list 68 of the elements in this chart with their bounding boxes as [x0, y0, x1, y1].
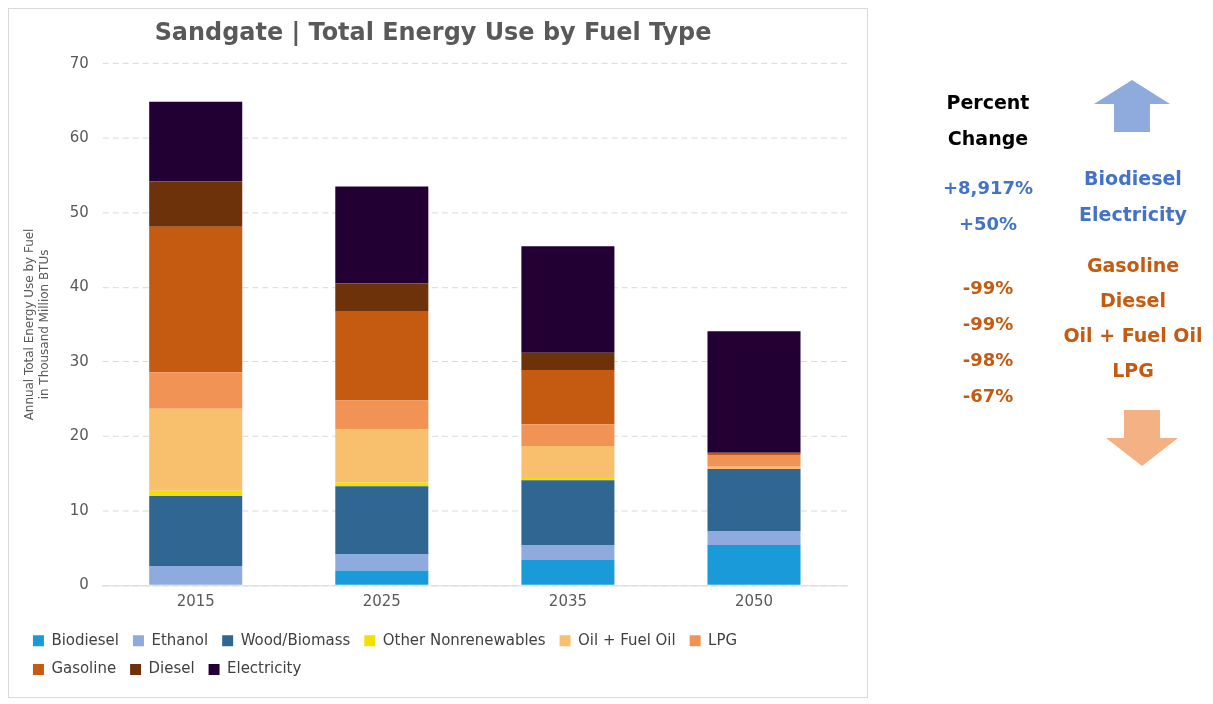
- bar: [335, 283, 429, 312]
- bar: [521, 369, 615, 425]
- x-tick-label: 2015: [176, 592, 215, 611]
- bar: [149, 372, 243, 409]
- bar: [335, 429, 429, 483]
- bar: [149, 495, 243, 566]
- y-tick-label: 60: [69, 128, 89, 147]
- bar: [521, 559, 615, 585]
- bar: [521, 445, 615, 479]
- text: -99%: [961, 312, 1015, 336]
- bar: [149, 101, 243, 182]
- x-tick-label: 2050: [734, 592, 774, 611]
- text: Gasoline: [1085, 253, 1181, 278]
- bar: [335, 486, 429, 555]
- text: +8,917%: [941, 176, 1035, 200]
- bar: [335, 186, 429, 284]
- bar: [707, 466, 801, 470]
- bar: [149, 226, 243, 373]
- text: Oil + Fuel Oil: [1062, 323, 1204, 348]
- text: Percent Change: [945, 90, 1031, 151]
- legend-label: Gasoline: [51, 659, 117, 678]
- legend-label: Wood/Biomass: [240, 630, 351, 649]
- text: -98%: [961, 348, 1015, 372]
- bar: [149, 408, 243, 491]
- bar: [521, 424, 615, 446]
- x-tick-label: 2035: [548, 592, 587, 611]
- bar: [707, 545, 801, 585]
- bar: [521, 545, 615, 560]
- legend-label: Other Nonrenewables: [382, 630, 546, 649]
- bar: [707, 469, 801, 531]
- legend-label: Oil + Fuel Oil: [578, 630, 676, 649]
- bar: [335, 570, 429, 585]
- bar: [707, 530, 801, 546]
- y-tick-label: 10: [69, 500, 89, 519]
- y-tick-label: 50: [69, 202, 89, 221]
- y-tick-label: 70: [69, 53, 89, 72]
- y-tick-label: 40: [69, 277, 89, 296]
- legend-label: LPG: [708, 630, 738, 649]
- y-tick-label: 0: [79, 575, 89, 594]
- bar: [521, 352, 615, 370]
- legend-label: Biodiesel: [51, 630, 119, 649]
- bar: [521, 480, 615, 546]
- bar: [149, 565, 243, 585]
- bar: [335, 482, 429, 487]
- text: Electricity: [1078, 202, 1188, 227]
- bar: [335, 400, 429, 430]
- bar: [335, 311, 429, 401]
- bar: [149, 181, 243, 227]
- bar: [335, 554, 429, 571]
- bar: [707, 331, 801, 453]
- x-tick-label: 2025: [362, 592, 401, 611]
- text: +50%: [957, 212, 1019, 236]
- bar: [149, 490, 243, 496]
- legend-label: Electricity: [227, 659, 302, 678]
- text: LPG: [1111, 358, 1155, 383]
- legend-label: Ethanol: [151, 630, 209, 649]
- legend-label: Diesel: [148, 659, 195, 678]
- bar: [707, 454, 801, 467]
- text: Diesel: [1099, 288, 1167, 313]
- y-tick-label: 20: [69, 426, 89, 445]
- chart-title: Sandgate | Total Energy Use by Fuel Type: [154, 17, 712, 47]
- text: -99%: [961, 276, 1015, 300]
- y-tick-label: 30: [69, 351, 89, 370]
- bar: [707, 452, 801, 455]
- text: -67%: [961, 384, 1015, 408]
- text: Biodiesel: [1083, 166, 1183, 191]
- bar: [521, 246, 615, 353]
- y-axis-title: Annual Total Energy Use by Fuel in Thousand Million BTUs: [22, 228, 51, 421]
